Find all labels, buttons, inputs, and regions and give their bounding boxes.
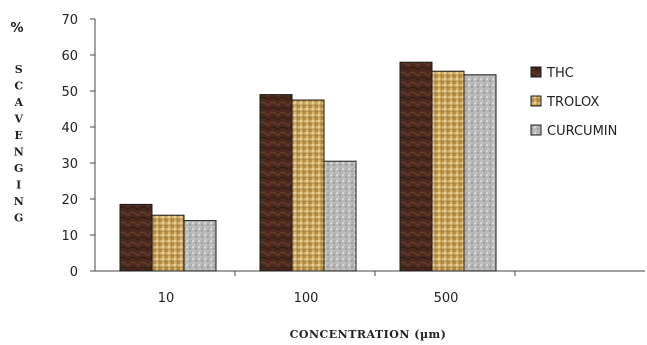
legend-swatch-trolox (530, 95, 542, 107)
y-tick-label: 40 (61, 121, 78, 136)
y-tick-label: 10 (61, 229, 78, 244)
bar-trolox-100 (291, 99, 325, 272)
y-tick-label: 50 (61, 85, 78, 100)
bar-curcumin-500 (463, 74, 497, 272)
y-axis-title-letter: V (13, 113, 23, 126)
bar-trolox-10 (151, 214, 185, 272)
y-tick-label: 30 (61, 157, 78, 172)
y-axis-title-letter: A (13, 96, 23, 109)
bar-thc-500 (399, 61, 433, 272)
x-tick-label: 10 (158, 291, 175, 306)
x-tick-label: 100 (294, 291, 319, 306)
y-tick-label: 70 (61, 13, 78, 28)
y-axis-percent: % (10, 21, 23, 36)
legend-label-curcumin: CURCUMIN (547, 124, 617, 139)
y-axis-title-letter: G (14, 212, 24, 225)
bar-trolox-500 (431, 70, 465, 272)
y-tick-label: 20 (61, 193, 78, 208)
y-axis-title-letter: E (15, 129, 24, 142)
y-axis-title-letter: C (14, 80, 23, 93)
legend-swatch-thc (530, 66, 542, 78)
y-axis-title-letter: N (14, 195, 25, 208)
y-axis-title-letter: S (15, 63, 23, 76)
bar-curcumin-100 (323, 160, 357, 272)
y-axis-title-letter: N (14, 146, 25, 159)
y-axis-title-letter: G (14, 162, 24, 175)
x-tick-label: 500 (434, 291, 459, 306)
bar-thc-100 (259, 94, 293, 272)
x-axis-title: CONCENTRATION (µm) (290, 328, 447, 341)
legend-label-thc: THC (546, 66, 574, 81)
bars: 10 100 500 (119, 61, 497, 306)
legend: THC TROLOX CURCUMIN (530, 66, 617, 139)
legend-swatch-curcumin (530, 124, 542, 136)
y-tick-label: 0 (70, 265, 78, 280)
y-tick-label: 60 (61, 49, 78, 64)
y-axis-title-letter: I (16, 179, 22, 192)
bar-curcumin-10 (183, 220, 217, 272)
legend-label-trolox: TROLOX (546, 95, 599, 110)
bar-thc-10 (119, 203, 153, 272)
